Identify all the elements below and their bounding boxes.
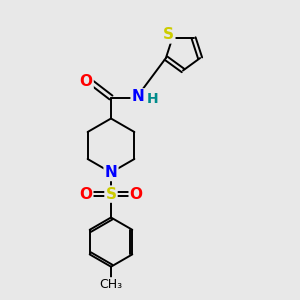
Text: H: H xyxy=(147,92,159,106)
Text: O: O xyxy=(79,187,92,202)
Text: O: O xyxy=(80,74,93,88)
Text: N: N xyxy=(105,165,117,180)
Text: N: N xyxy=(132,89,144,104)
Text: CH₃: CH₃ xyxy=(99,278,123,291)
Text: S: S xyxy=(163,27,174,42)
Text: S: S xyxy=(106,187,116,202)
Text: O: O xyxy=(130,187,143,202)
